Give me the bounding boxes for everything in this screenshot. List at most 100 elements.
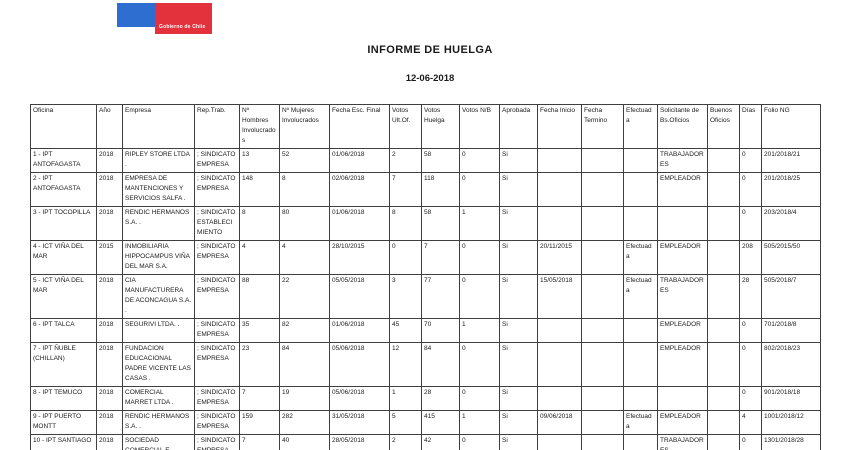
table-cell: SEGURIVI LTDA. . bbox=[122, 318, 195, 343]
table-cell: 282 bbox=[279, 410, 330, 435]
table-cell: ; SINDICATO EMPRESA bbox=[194, 386, 240, 411]
table-cell bbox=[581, 172, 624, 207]
table-cell: ; SINDICATO EMPRESA bbox=[194, 172, 240, 207]
table-cell: 05/05/2018 bbox=[329, 274, 390, 319]
column-header: Nº Hombres Involucrados bbox=[239, 104, 280, 149]
table-cell: 12 bbox=[389, 342, 422, 387]
table-cell: FUNDACION EDUCACIONAL PADRE VICENTE LAS … bbox=[122, 342, 195, 387]
table-cell: 58 bbox=[421, 148, 460, 173]
table-row: 9 - IPT PUERTO MONTT 2018 RENDIC HERMANOS … bbox=[30, 410, 821, 435]
table-cell bbox=[581, 342, 624, 387]
header-row: Oficina Año Empresa Rep.Trab. Nº Hombres Inv… bbox=[30, 104, 821, 149]
table-cell bbox=[581, 318, 624, 343]
column-header: Fecha Inicio bbox=[537, 104, 582, 149]
table-cell: ; SINDICATO ESTABLECIMIENTO bbox=[194, 206, 240, 241]
table-cell: 1 bbox=[459, 410, 500, 435]
table-cell: 28/10/2015 bbox=[329, 240, 390, 275]
table-cell: 4 bbox=[739, 410, 762, 435]
table-cell bbox=[581, 206, 624, 241]
table-cell: Si bbox=[499, 240, 538, 275]
table-cell: 5 - ICT VIÑA DEL MAR bbox=[30, 274, 97, 319]
table-cell: 80 bbox=[279, 206, 330, 241]
table-cell: 0 bbox=[459, 386, 500, 411]
column-header: Rep.Trab. bbox=[194, 104, 240, 149]
table-cell bbox=[581, 434, 624, 450]
table-cell: 6 - IPT TALCA bbox=[30, 318, 97, 343]
table-cell bbox=[581, 148, 624, 173]
table-cell: 35 bbox=[239, 318, 280, 343]
table-cell: Si bbox=[499, 148, 538, 173]
table-cell: RENDIC HERMANOS S.A. . bbox=[122, 206, 195, 241]
table-cell: 2018 bbox=[96, 172, 123, 207]
column-header: Nº Mujeres Involucrados bbox=[279, 104, 330, 149]
table-cell: 2018 bbox=[96, 342, 123, 387]
column-header: Buenos Oficios bbox=[707, 104, 740, 149]
table-cell: Efectuada bbox=[623, 274, 658, 319]
table-cell: Efectuada bbox=[623, 410, 658, 435]
table-cell bbox=[623, 206, 658, 241]
column-header: Votos Ult.Of. bbox=[389, 104, 422, 149]
table-cell bbox=[707, 434, 740, 450]
table-cell: ; SINDICATO EMPRESA bbox=[194, 342, 240, 387]
table-cell: 8 bbox=[279, 172, 330, 207]
gobierno-de-chile-logo: Gobierno de Chile bbox=[117, 3, 212, 34]
table-cell: INMOBILIARIA HIPPOCAMPUS VIÑA DEL MAR S.… bbox=[122, 240, 195, 275]
table-cell: 3 bbox=[389, 274, 422, 319]
table-cell: TRABAJADORES bbox=[657, 148, 708, 173]
table-cell: 0 bbox=[739, 172, 762, 207]
table-cell: 28 bbox=[421, 386, 460, 411]
table-cell: 0 bbox=[459, 148, 500, 173]
table-row: 4 - ICT VIÑA DEL MAR 2015 INMOBILIARIA HIP… bbox=[30, 240, 821, 275]
table-cell: 7 bbox=[389, 172, 422, 207]
table-cell bbox=[707, 148, 740, 173]
table-cell: 701/2018/8 bbox=[761, 318, 821, 343]
huelga-table: Oficina Año Empresa Rep.Trab. Nº Hombres Inv… bbox=[30, 104, 821, 450]
column-header: Año bbox=[96, 104, 123, 149]
table-cell: 8 bbox=[389, 206, 422, 241]
logo-blue-block bbox=[117, 3, 155, 27]
table-cell: ; SINDICATO EMPRESA bbox=[194, 318, 240, 343]
table-cell: 0 bbox=[739, 148, 762, 173]
column-header: Oficina bbox=[30, 104, 97, 149]
table-cell bbox=[623, 148, 658, 173]
table-cell: 1 bbox=[459, 318, 500, 343]
table-cell bbox=[657, 206, 708, 241]
table-cell: 1 bbox=[459, 206, 500, 241]
table-cell: 4 bbox=[239, 240, 280, 275]
table-cell: ; SINDICATO EMPRESA bbox=[194, 240, 240, 275]
logo-text: Gobierno de Chile bbox=[159, 24, 206, 30]
logo-red-block: Gobierno de Chile bbox=[155, 3, 212, 34]
table-cell bbox=[537, 386, 582, 411]
table-cell: EMPLEADOR bbox=[657, 318, 708, 343]
table-cell: 0 bbox=[459, 240, 500, 275]
table-cell: 70 bbox=[421, 318, 460, 343]
table-cell: 19 bbox=[279, 386, 330, 411]
table-cell: 7 - IPT ÑUBLE (CHILLAN) bbox=[30, 342, 97, 387]
table-cell bbox=[707, 318, 740, 343]
table-cell: 7 bbox=[239, 386, 280, 411]
table-cell: 45 bbox=[389, 318, 422, 343]
column-header: Fecha Esc. Final bbox=[329, 104, 390, 149]
table-cell: 901/2018/18 bbox=[761, 386, 821, 411]
table-cell: Si bbox=[499, 410, 538, 435]
table-cell: 505/2018/7 bbox=[761, 274, 821, 319]
table-cell: 2018 bbox=[96, 386, 123, 411]
table-cell: 2 - IPT ANTOFAGASTA bbox=[30, 172, 97, 207]
table-cell bbox=[707, 386, 740, 411]
table-cell bbox=[623, 342, 658, 387]
table-cell: TRABAJADORES bbox=[657, 274, 708, 319]
table-cell: 4 bbox=[279, 240, 330, 275]
column-header: Fecha Termino bbox=[581, 104, 624, 149]
table-cell: 2015 bbox=[96, 240, 123, 275]
table-cell: Si bbox=[499, 434, 538, 450]
table-cell: ; SINDICATO EMPRESA bbox=[194, 434, 240, 450]
table-cell: 415 bbox=[421, 410, 460, 435]
table-cell bbox=[657, 386, 708, 411]
table-cell: 0 bbox=[739, 434, 762, 450]
table-cell: 7 bbox=[421, 240, 460, 275]
table-cell: 0 bbox=[459, 342, 500, 387]
table-cell: 0 bbox=[739, 206, 762, 241]
table-cell bbox=[623, 434, 658, 450]
